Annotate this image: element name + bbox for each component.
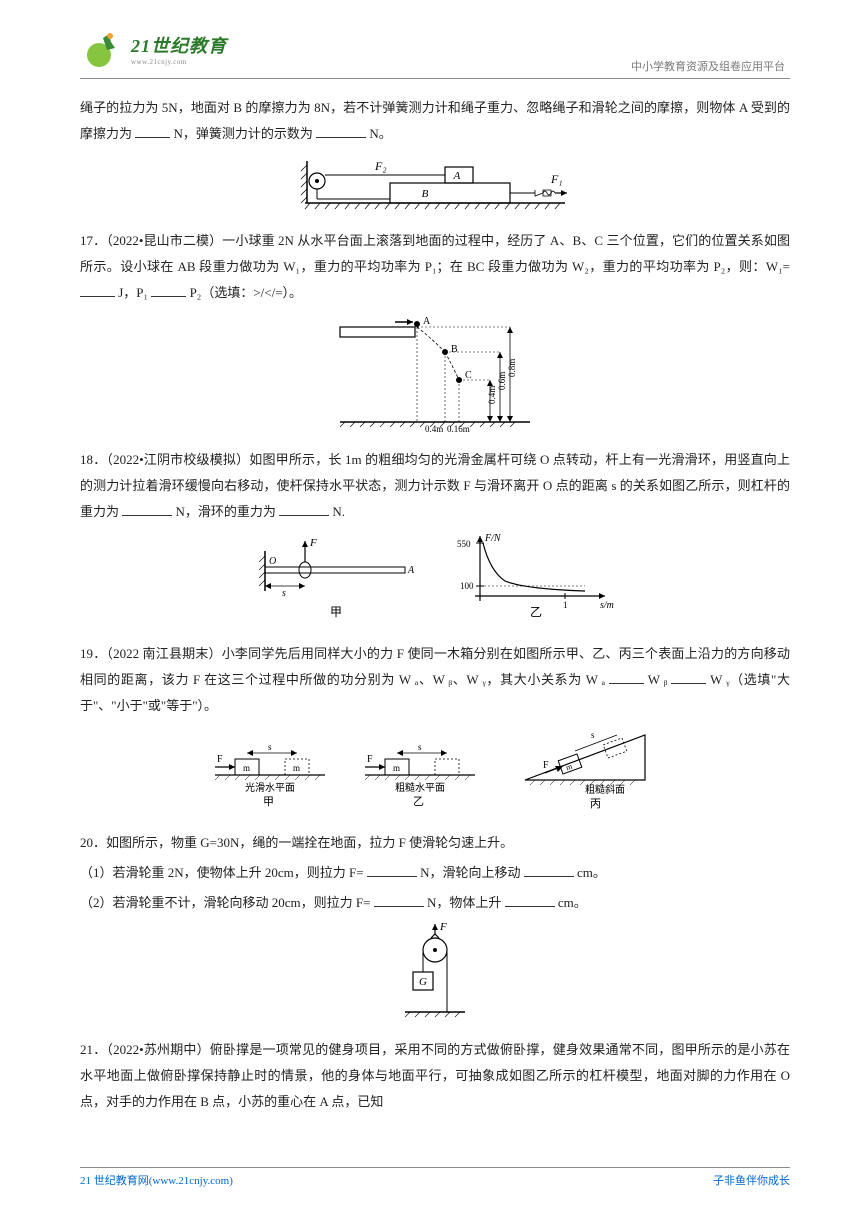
q18-blank1 [122,503,172,516]
svg-text:甲: 甲 [263,796,274,808]
svg-text:1: 1 [563,600,568,610]
blank-spring [316,125,366,138]
svg-text:A: A [407,565,415,576]
q20-line2: （1）若滑轮重 2N，使物体上升 20cm，则拉力 F= N，滑轮向上移动 cm… [80,860,790,886]
intro-para: 绳子的拉力为 5N，地面对 B 的摩擦力为 8N，若不计弹簧测力计和绳子重力、忽… [80,95,790,147]
svg-text:0.4m: 0.4m [425,424,443,432]
svg-text:甲: 甲 [330,605,342,619]
q17-blank1 [80,284,115,297]
logo-icon [85,28,127,70]
figure-19: m m F s 光滑水平面 甲 m [80,725,790,824]
svg-text:F: F [543,760,549,771]
svg-text:m: m [293,763,300,773]
logo-main: 21世纪教育 [131,32,227,58]
q17-suffix: P₂（选填：>/</=）。 [190,285,302,300]
q17-blank2 [151,284,186,297]
svg-text:s: s [418,742,422,752]
q20-line3: （2）若滑轮重不计，滑轮向移动 20cm，则拉力 F= N，物体上升 cm。 [80,890,790,916]
svg-text:0.6m: 0.6m [497,372,507,390]
q19-blank2 [671,671,706,684]
svg-text:A: A [453,170,461,182]
q20-l2-mid: N，滑轮向上移动 [420,865,520,880]
svg-text:s/m: s/m [600,600,614,611]
q20-l2-suf: cm。 [577,865,606,880]
svg-text:0.8m: 0.8m [507,359,517,377]
q20-blank1 [367,864,417,877]
page-content: 绳子的拉力为 5N，地面对 B 的摩擦力为 8N，若不计弹簧测力计和绳子重力、忽… [80,95,790,1119]
q18-suffix: N. [332,504,345,519]
figure-18: O A F s 甲 F/N s/m 550 100 1 [80,531,790,635]
q20-l3-mid: N，物体上升 [427,895,501,910]
svg-text:粗糙水平面: 粗糙水平面 [395,781,445,794]
q21-para: 21．（2022•苏州期中）俯卧撑是一项常见的健身项目，采用不同的方式做俯卧撑，… [80,1037,790,1115]
svg-text:550: 550 [457,539,471,549]
svg-text:乙: 乙 [413,795,424,808]
svg-text:B: B [451,344,458,355]
q19-mid1: W ᵦ [648,672,668,687]
svg-text:F: F [309,537,317,549]
header-right-text: 中小学教育资源及组卷应用平台 [631,58,785,74]
intro-suffix: N，弹簧测力计的示数为 [174,126,313,141]
svg-text:乙: 乙 [530,605,542,619]
q20-blank4 [505,894,555,907]
footer-divider [80,1167,790,1168]
svg-text:G: G [419,976,427,988]
logo-text: 21世纪教育 www.21cnjy.com [131,32,227,66]
footer-left: 21 世纪教育网(www.21cnjy.com) [80,1172,233,1188]
svg-text:F/N: F/N [484,533,502,544]
svg-text:m: m [393,763,400,773]
svg-text:B: B [422,188,429,200]
q18-blank2 [279,503,329,516]
q18-mid: N，滑环的重力为 [176,504,276,519]
q17-mid: J，P₁ [118,285,148,300]
q20-l2-pre: （1）若滑轮重 2N，使物体上升 20cm，则拉力 F= [80,865,364,880]
svg-text:s: s [282,588,286,599]
q20-line1: 20．如图所示，物重 G=30N，绳的一端拴在地面，拉力 F 使滑轮匀速上升。 [80,830,790,856]
figure-20: F G [80,922,790,1031]
logo-sub: www.21cnjy.com [131,58,227,66]
svg-text:A: A [423,316,431,327]
svg-text:F₂: F₂ [374,159,387,173]
q20-l3-pre: （2）若滑轮重不计，滑轮向移动 20cm，则拉力 F= [80,895,370,910]
svg-text:100: 100 [460,581,474,591]
header-divider [80,78,790,79]
svg-text:F: F [439,922,447,933]
figure-16: A B F₂ F₁ [80,153,790,222]
svg-text:0.4m: 0.4m [487,386,497,404]
svg-text:F: F [217,754,223,765]
q20-blank3 [374,894,424,907]
figure-17: A B C 0.8m 0.6m 0.4m [80,312,790,441]
q19-blank1 [609,671,644,684]
q20-l3-suf: cm。 [558,895,587,910]
svg-text:s: s [591,730,595,740]
svg-text:C: C [465,370,472,381]
intro-suffix2: N。 [369,126,391,141]
svg-text:m: m [243,763,250,773]
q17-prefix: 17．（2022•昆山市二模）一小球重 2N 从水平台面上滚落到地面的过程中，经… [80,233,790,274]
header-logo: 21世纪教育 www.21cnjy.com [85,28,227,70]
footer-right: 子非鱼伴你成长 [713,1172,790,1188]
q18-para: 18．（2022•江阴市校级模拟）如图甲所示，长 1m 的粗细均匀的光滑金属杆可… [80,447,790,525]
svg-text:O: O [269,556,276,567]
q19-para: 19．（2022 南江县期末）小李同学先后用同样大小的力 F 使同一木箱分别在如… [80,641,790,719]
svg-text:F: F [367,754,373,765]
svg-text:丙: 丙 [590,798,601,810]
svg-text:粗糙斜面: 粗糙斜面 [585,783,625,796]
q17-para: 17．（2022•昆山市二模）一小球重 2N 从水平台面上滚落到地面的过程中，经… [80,228,790,306]
q20-blank2 [524,864,574,877]
svg-text:光滑水平面: 光滑水平面 [245,781,295,794]
blank-friction [135,125,170,138]
svg-text:0.16m: 0.16m [447,424,470,432]
svg-text:s: s [268,742,272,752]
svg-text:F₁: F₁ [550,172,563,186]
